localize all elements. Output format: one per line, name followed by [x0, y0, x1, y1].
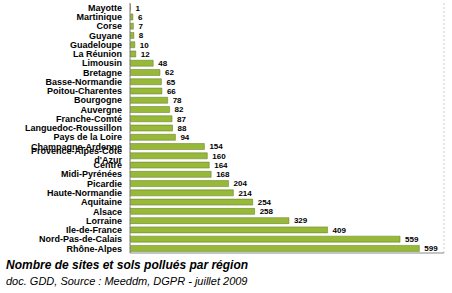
svg-text:559: 559 — [405, 235, 419, 244]
svg-text:10: 10 — [140, 41, 149, 50]
svg-text:7: 7 — [138, 22, 143, 31]
svg-text:409: 409 — [333, 226, 347, 235]
svg-text:8: 8 — [139, 31, 144, 40]
svg-text:204: 204 — [234, 179, 248, 188]
svg-text:12: 12 — [141, 50, 150, 59]
svg-text:599: 599 — [424, 244, 438, 253]
svg-text:160: 160 — [212, 152, 226, 161]
svg-text:254: 254 — [258, 198, 272, 207]
svg-text:62: 62 — [165, 68, 174, 77]
svg-text:94: 94 — [180, 133, 189, 142]
svg-text:164: 164 — [214, 161, 228, 170]
svg-text:329: 329 — [294, 216, 308, 225]
svg-text:6: 6 — [138, 13, 143, 22]
svg-text:65: 65 — [166, 78, 175, 87]
svg-text:258: 258 — [260, 207, 274, 216]
svg-text:87: 87 — [177, 115, 186, 124]
svg-text:214: 214 — [238, 189, 252, 198]
svg-text:78: 78 — [173, 96, 182, 105]
svg-text:154: 154 — [209, 142, 223, 151]
svg-text:1: 1 — [135, 4, 140, 13]
svg-text:66: 66 — [167, 87, 176, 96]
svg-text:Rhône-Alpes: Rhône-Alpes — [66, 244, 122, 254]
svg-text:82: 82 — [175, 105, 184, 114]
svg-text:48: 48 — [158, 59, 167, 68]
svg-text:168: 168 — [216, 170, 230, 179]
svg-text:88: 88 — [178, 124, 187, 133]
